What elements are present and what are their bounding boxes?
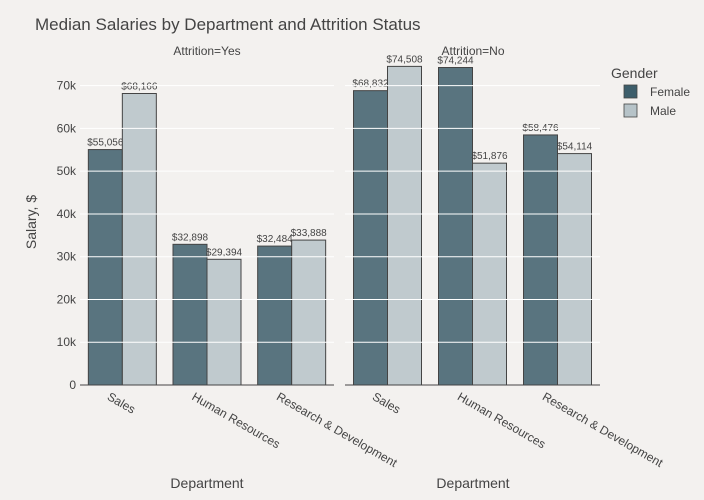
x-tick-label: Sales [105, 389, 138, 416]
y-tick-label: 30k [57, 250, 77, 264]
bar-attrition-no-research-development-male [557, 153, 592, 386]
legend-label-female: Female [650, 85, 690, 99]
legend: Gender Female Male [611, 65, 690, 118]
bar-value-label: $32,484 [257, 234, 294, 245]
facet-label-attrition-yes: Attrition=Yes [173, 44, 240, 58]
bar-value-label: $55,056 [87, 138, 124, 149]
bar-value-label: $32,898 [172, 232, 209, 243]
bar-value-label: $68,166 [121, 82, 158, 93]
bar-attrition-yes-research-development-female [257, 245, 293, 386]
x-tick-label: Sales [370, 389, 403, 416]
bar-value-label: $74,508 [386, 54, 423, 65]
bar-attrition-yes-human-resources-female [172, 243, 208, 386]
bar-attrition-yes-sales-male [121, 93, 157, 386]
bar-attrition-no-sales-female [353, 90, 388, 386]
x-tick-label: Human Resources [190, 389, 283, 451]
y-tick-label: 50k [57, 164, 77, 178]
legend-title: Gender [611, 65, 658, 81]
bar-attrition-yes-research-development-male [291, 239, 327, 386]
legend-label-male: Male [650, 104, 676, 118]
bar-value-label: $74,244 [437, 56, 474, 67]
y-tick-label: 60k [57, 121, 77, 135]
bar-value-label: $54,114 [557, 142, 593, 153]
bar-attrition-no-human-resources-male [472, 162, 507, 386]
x-axis-title-right: Department [436, 475, 509, 491]
x-tick-label: Human Resources [455, 389, 548, 451]
bar-attrition-no-sales-male [387, 65, 422, 386]
bar-attrition-no-research-development-female [523, 134, 558, 386]
x-axis-title-left: Department [170, 475, 243, 491]
x-tick-label: Research & Development [540, 389, 666, 470]
bar-value-label: $51,876 [471, 151, 508, 162]
legend-swatch-male [623, 103, 638, 118]
bar-value-label: $29,394 [206, 247, 243, 258]
bar-attrition-yes-sales-female [87, 149, 123, 386]
legend-swatch-female [623, 84, 638, 99]
y-tick-label: 0 [69, 378, 76, 392]
y-tick-label: 10k [57, 335, 77, 349]
y-axis: 0 10k 20k 30k 40k 50k 60k 70k [57, 79, 600, 392]
y-tick-label: 20k [57, 292, 77, 306]
y-tick-label: 70k [57, 79, 77, 93]
chart-title: Median Salaries by Department and Attrit… [35, 15, 421, 34]
bar-attrition-yes-human-resources-male [206, 258, 242, 386]
facet-label-attrition-no: Attrition=No [441, 44, 504, 58]
facet-panel-attrition-no: Attrition=No $68,832 $74,508 Sales $74,244 $… [345, 44, 666, 470]
y-tick-label: 40k [57, 207, 77, 221]
y-axis-title: Salary, $ [23, 195, 39, 249]
bar-attrition-no-human-resources-female [438, 67, 473, 386]
bar-value-label: $33,888 [291, 228, 328, 239]
bar-value-label: $68,832 [352, 79, 389, 90]
